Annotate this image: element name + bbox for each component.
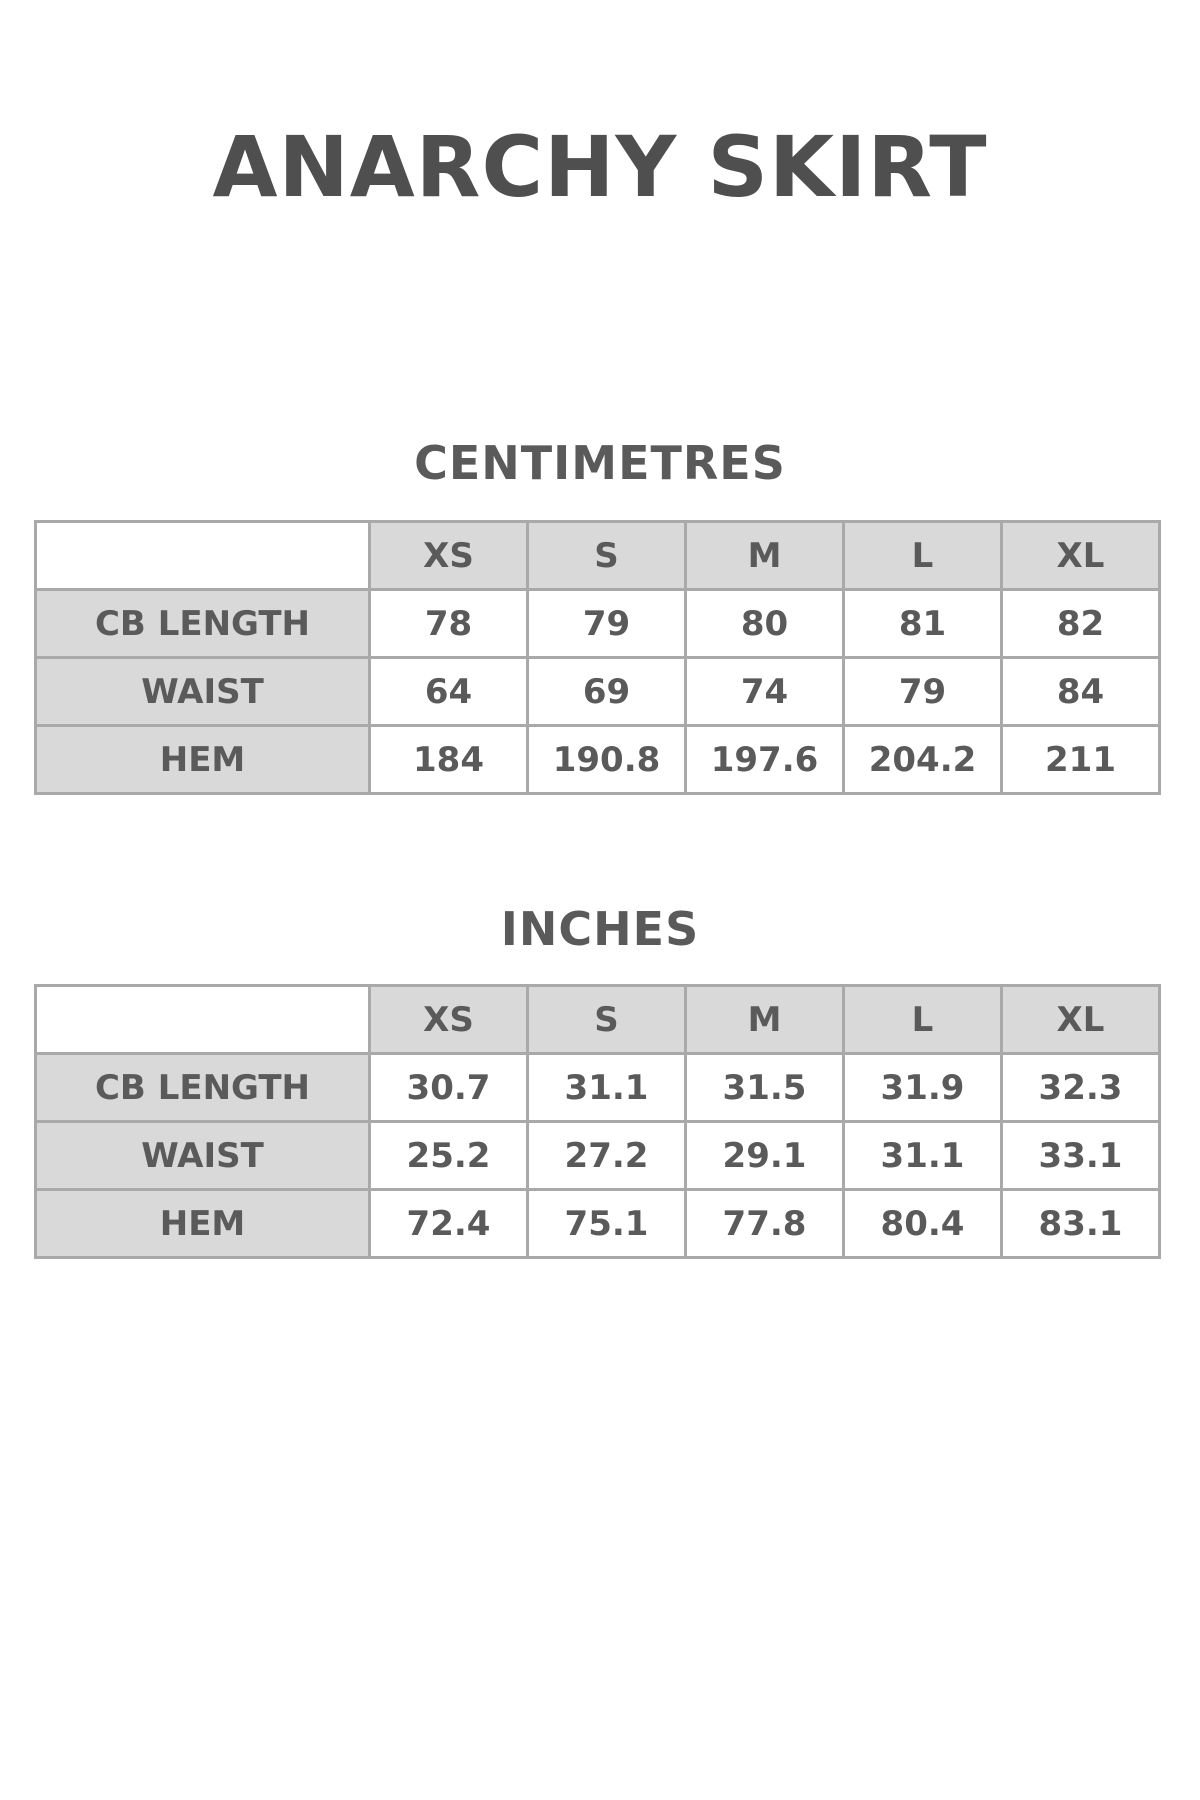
table-row: CB LENGTH 78 79 80 81 82: [34, 588, 1161, 659]
measurement-cell: 82: [1000, 588, 1161, 659]
row-label: HEM: [34, 1188, 371, 1259]
size-header: XL: [1000, 520, 1161, 591]
measurement-cell: 84: [1000, 656, 1161, 727]
measurement-cell: 25.2: [368, 1120, 529, 1191]
size-header: S: [526, 520, 687, 591]
row-label: CB LENGTH: [34, 588, 371, 659]
measurement-cell: 32.3: [1000, 1052, 1161, 1123]
measurement-cell: 81: [842, 588, 1003, 659]
size-header: L: [842, 984, 1003, 1055]
row-label: CB LENGTH: [34, 1052, 371, 1123]
measurement-cell: 204.2: [842, 724, 1003, 795]
measurement-cell: 69: [526, 656, 687, 727]
centimetres-heading: CENTIMETRES: [414, 436, 786, 490]
size-header: XS: [368, 520, 529, 591]
measurement-cell: 31.1: [842, 1120, 1003, 1191]
measurement-cell: 30.7: [368, 1052, 529, 1123]
table-row: WAIST 64 69 74 79 84: [34, 656, 1161, 727]
measurement-cell: 79: [526, 588, 687, 659]
measurement-cell: 74: [684, 656, 845, 727]
measurement-cell: 79: [842, 656, 1003, 727]
measurement-cell: 197.6: [684, 724, 845, 795]
measurement-cell: 64: [368, 656, 529, 727]
measurement-cell: 27.2: [526, 1120, 687, 1191]
measurement-cell: 80: [684, 588, 845, 659]
measurement-cell: 184: [368, 724, 529, 795]
blank-cell: [34, 984, 371, 1055]
size-header: M: [684, 984, 845, 1055]
size-header: XS: [368, 984, 529, 1055]
centimetres-table: XS S M L XL CB LENGTH 78 79 80 81 82 WAIST 64 69 74 79 8…: [34, 520, 1161, 795]
table-row: CB LENGTH 30.7 31.1 31.5 31.9 32.3: [34, 1052, 1161, 1123]
inches-table: XS S M L XL CB LENGTH 30.7 31.1 31.5 31.9 32.3 WAIS…: [34, 984, 1161, 1259]
measurement-cell: 31.5: [684, 1052, 845, 1123]
measurement-cell: 211: [1000, 724, 1161, 795]
size-header: M: [684, 520, 845, 591]
table-row: HEM 72.4 75.1 77.8 80.4 83.1: [34, 1188, 1161, 1259]
size-header: L: [842, 520, 1003, 591]
measurement-cell: 31.1: [526, 1052, 687, 1123]
inches-heading: INCHES: [500, 902, 700, 956]
measurement-cell: 72.4: [368, 1188, 529, 1259]
measurement-cell: 83.1: [1000, 1188, 1161, 1259]
measurement-cell: 31.9: [842, 1052, 1003, 1123]
blank-cell: [34, 520, 371, 591]
size-header: XL: [1000, 984, 1161, 1055]
header-row: XS S M L XL: [34, 984, 1161, 1055]
measurement-cell: 190.8: [526, 724, 687, 795]
measurement-cell: 80.4: [842, 1188, 1003, 1259]
measurement-cell: 75.1: [526, 1188, 687, 1259]
measurement-cell: 33.1: [1000, 1120, 1161, 1191]
measurement-cell: 78: [368, 588, 529, 659]
row-label: HEM: [34, 724, 371, 795]
table-row: WAIST 25.2 27.2 29.1 31.1 33.1: [34, 1120, 1161, 1191]
row-label: WAIST: [34, 1120, 371, 1191]
header-row: XS S M L XL: [34, 520, 1161, 591]
page-title: ANARCHY SKIRT: [212, 118, 988, 216]
table-row: HEM 184 190.8 197.6 204.2 211: [34, 724, 1161, 795]
measurement-cell: 29.1: [684, 1120, 845, 1191]
size-header: S: [526, 984, 687, 1055]
measurement-cell: 77.8: [684, 1188, 845, 1259]
row-label: WAIST: [34, 656, 371, 727]
